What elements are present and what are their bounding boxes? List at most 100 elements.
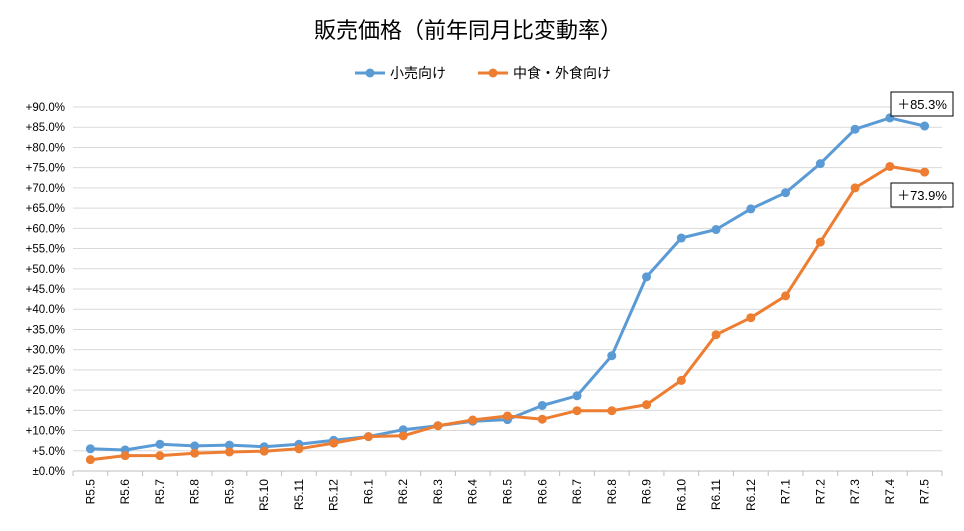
data-point bbox=[607, 351, 617, 361]
data-point bbox=[537, 414, 547, 424]
data-point bbox=[607, 406, 617, 416]
data-point bbox=[190, 448, 200, 458]
data-point bbox=[259, 446, 269, 456]
x-tick-label: R7.3 bbox=[848, 479, 862, 505]
x-tick-label: R5.10 bbox=[257, 479, 271, 511]
series-layer bbox=[85, 113, 930, 465]
y-tick-label: +15.0% bbox=[26, 405, 65, 417]
x-tick-label: R6.6 bbox=[535, 479, 549, 505]
y-tick-label: +30.0% bbox=[26, 345, 65, 357]
y-axis: ±0.0% +5.0% +10.0% +15.0% +20.0% +25.0% +30.0%… bbox=[26, 102, 65, 478]
data-point bbox=[155, 451, 165, 461]
data-point bbox=[676, 375, 686, 385]
callout-label: ＋73.9% bbox=[890, 182, 954, 208]
data-point bbox=[920, 167, 930, 177]
y-tick-label: +55.0% bbox=[26, 244, 65, 256]
data-point bbox=[398, 431, 408, 441]
data-point bbox=[711, 225, 721, 235]
y-tick-label: +75.0% bbox=[26, 163, 65, 175]
data-point bbox=[642, 272, 652, 282]
x-tick-label: R6.5 bbox=[501, 479, 515, 505]
x-tick-label: R7.4 bbox=[883, 479, 897, 505]
y-tick-label: ±0.0% bbox=[32, 466, 65, 478]
y-tick-label: +10.0% bbox=[26, 426, 65, 438]
x-axis: R5.5 R5.6 R5.7 R5.8 R5.9 R5.10 R5.11 R5.12 R6.1 R… bbox=[72, 471, 943, 511]
x-tick-label: R5.9 bbox=[222, 479, 236, 505]
callout-box bbox=[890, 91, 954, 117]
x-tick-label: R6.4 bbox=[466, 479, 480, 505]
x-tick-label: R6.1 bbox=[361, 479, 375, 505]
data-point bbox=[746, 204, 756, 214]
data-point bbox=[572, 406, 582, 416]
data-point bbox=[224, 447, 234, 457]
data-point bbox=[676, 233, 686, 243]
y-tick-label: +45.0% bbox=[26, 284, 65, 296]
data-point bbox=[850, 183, 860, 193]
x-tick-label: R6.8 bbox=[605, 479, 619, 505]
x-tick-label: R5.12 bbox=[327, 479, 341, 511]
data-point bbox=[642, 400, 652, 410]
callout-text: ＋85.3% bbox=[897, 97, 947, 112]
y-tick-label: +50.0% bbox=[26, 264, 65, 276]
data-point bbox=[746, 313, 756, 323]
data-point bbox=[781, 188, 791, 198]
data-point bbox=[329, 438, 339, 448]
data-point bbox=[572, 391, 582, 401]
x-tick-label: R6.12 bbox=[744, 479, 758, 511]
y-tick-label: +35.0% bbox=[26, 324, 65, 336]
y-tick-label: +5.0% bbox=[32, 446, 65, 458]
y-tick-label: +80.0% bbox=[26, 142, 65, 154]
data-point bbox=[503, 411, 512, 421]
y-tick-label: +25.0% bbox=[26, 365, 65, 377]
data-point bbox=[920, 121, 930, 131]
data-point bbox=[468, 415, 478, 425]
x-tick-label: R5.5 bbox=[83, 479, 97, 505]
data-point bbox=[190, 441, 200, 451]
x-tick-label: R7.2 bbox=[813, 479, 827, 505]
data-point bbox=[711, 330, 721, 340]
data-point bbox=[294, 444, 304, 454]
data-point bbox=[155, 439, 165, 449]
data-point bbox=[815, 159, 825, 169]
data-point bbox=[85, 444, 95, 454]
data-point bbox=[850, 124, 860, 134]
callout-box bbox=[890, 182, 954, 208]
data-point bbox=[120, 451, 130, 461]
data-point bbox=[537, 400, 547, 410]
chart-title: 販売価格（前年同月比変動率） bbox=[314, 19, 622, 44]
gridlines bbox=[73, 106, 942, 472]
y-tick-label: +65.0% bbox=[26, 203, 65, 215]
data-point bbox=[433, 421, 443, 431]
legend: 小売向け 中食・外食向け bbox=[355, 65, 611, 82]
legend-marker bbox=[488, 68, 498, 78]
x-tick-label: R7.5 bbox=[918, 479, 932, 505]
x-tick-label: R6.3 bbox=[431, 479, 445, 505]
data-point bbox=[85, 455, 95, 465]
x-tick-label: R5.7 bbox=[153, 479, 167, 505]
x-tick-label: R6.10 bbox=[674, 479, 688, 511]
series-1 bbox=[85, 113, 930, 455]
callout-text: ＋73.9% bbox=[897, 188, 947, 203]
x-tick-label: R5.6 bbox=[118, 479, 132, 505]
x-tick-label: R7.1 bbox=[779, 479, 793, 505]
y-tick-label: +60.0% bbox=[26, 223, 65, 235]
x-tick-label: R6.7 bbox=[570, 479, 584, 505]
x-tick-label: R5.8 bbox=[188, 479, 202, 505]
x-tick-label: R5.11 bbox=[292, 479, 306, 510]
callouts: ＋85.3% ＋73.9% bbox=[890, 91, 954, 208]
legend-label: 中食・外食向け bbox=[513, 65, 611, 82]
legend-marker bbox=[365, 68, 375, 78]
data-point bbox=[885, 161, 895, 171]
legend-label: 小売向け bbox=[390, 66, 446, 82]
series-2 bbox=[85, 161, 930, 465]
y-tick-label: +90.0% bbox=[26, 102, 65, 114]
data-point bbox=[363, 432, 373, 442]
callout-label: ＋85.3% bbox=[890, 91, 954, 117]
y-tick-label: +85.0% bbox=[26, 122, 65, 134]
data-point bbox=[781, 291, 791, 301]
data-point bbox=[224, 440, 234, 450]
legend-item: 中食・外食向け bbox=[478, 65, 611, 82]
x-tick-label: R6.9 bbox=[640, 479, 654, 505]
x-tick-label: R6.2 bbox=[396, 479, 410, 505]
